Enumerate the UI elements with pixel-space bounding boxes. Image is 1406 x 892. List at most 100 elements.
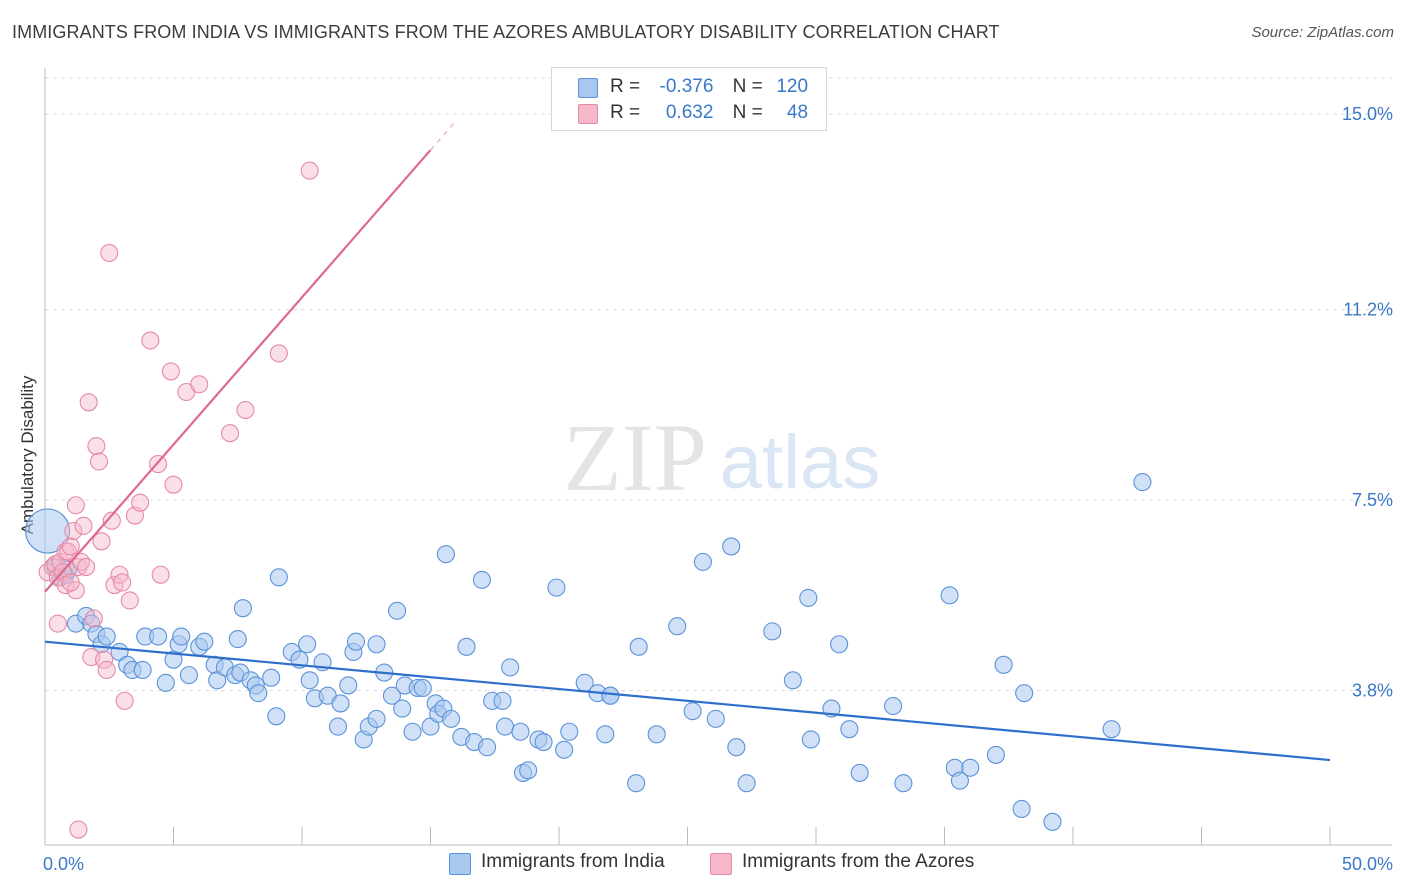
india-point bbox=[388, 601, 407, 620]
india-point bbox=[269, 568, 288, 587]
grid-lines bbox=[45, 77, 1392, 692]
india-point bbox=[442, 709, 461, 728]
azores-point bbox=[151, 565, 170, 584]
azores-series-points bbox=[38, 161, 319, 839]
azores-point bbox=[164, 475, 183, 494]
azores-point bbox=[220, 424, 240, 443]
india-point bbox=[1015, 684, 1034, 703]
axes bbox=[44, 68, 1392, 846]
azores-point bbox=[190, 375, 209, 394]
bottom-legend-label-azores: Immigrants from the Azores bbox=[742, 851, 975, 872]
india-point bbox=[172, 627, 191, 646]
azores-point bbox=[141, 331, 160, 350]
india-point bbox=[850, 763, 869, 782]
india-point bbox=[346, 632, 366, 651]
azores-point bbox=[59, 542, 78, 561]
india-point bbox=[706, 709, 725, 728]
india-point bbox=[511, 722, 530, 741]
india-point bbox=[195, 632, 214, 651]
india-point bbox=[1102, 720, 1121, 739]
watermark-atlas: atlas bbox=[720, 420, 881, 505]
india-trend-line bbox=[44, 640, 1331, 762]
azores-point bbox=[69, 557, 88, 577]
india-point bbox=[298, 635, 317, 654]
india-point bbox=[1012, 799, 1031, 819]
azores-point bbox=[269, 344, 288, 363]
india-point bbox=[331, 694, 350, 713]
india-point bbox=[601, 686, 620, 705]
india-point bbox=[801, 730, 820, 749]
azores-point bbox=[97, 660, 116, 680]
india-point bbox=[668, 617, 687, 636]
azores-point bbox=[89, 452, 109, 471]
india-point bbox=[367, 709, 386, 728]
legend-r-label: R = bbox=[610, 102, 641, 123]
india-point bbox=[493, 691, 512, 710]
india-point bbox=[647, 725, 666, 744]
azores-point bbox=[61, 537, 80, 556]
azores-point bbox=[102, 511, 121, 530]
bottom-legend-label-india: Immigrants from India bbox=[481, 851, 665, 872]
trend-lines bbox=[44, 120, 1331, 762]
azores-point bbox=[61, 573, 80, 592]
india-point bbox=[799, 588, 818, 607]
india-point bbox=[1043, 812, 1062, 831]
legend-r-azores: 0.632 bbox=[665, 102, 714, 123]
y-tick-label: 11.2% bbox=[1343, 300, 1393, 320]
india-point bbox=[596, 725, 615, 744]
india-point bbox=[830, 635, 849, 654]
india-point bbox=[737, 774, 756, 793]
india-series-points bbox=[25, 473, 1152, 831]
india-point bbox=[457, 637, 476, 656]
y-tick-label: 3.8% bbox=[1352, 681, 1393, 701]
azores-trend-line bbox=[44, 149, 432, 593]
india-point bbox=[534, 732, 553, 752]
legend-n-label: N = bbox=[732, 76, 763, 97]
azores-point bbox=[131, 493, 150, 512]
india-point bbox=[555, 740, 574, 759]
india-point bbox=[519, 761, 538, 780]
azores-point bbox=[120, 591, 139, 610]
legend-r-india: -0.376 bbox=[659, 76, 714, 97]
india-point bbox=[328, 717, 348, 736]
chart-title: IMMIGRANTS FROM INDIA VS IMMIGRANTS FROM… bbox=[12, 22, 1000, 42]
india-point bbox=[249, 684, 268, 703]
legend-n-azores: 48 bbox=[786, 102, 809, 123]
india-point bbox=[722, 537, 741, 556]
india-point bbox=[727, 738, 746, 757]
india-point bbox=[629, 637, 648, 656]
source-label: Source: ZipAtlas.com bbox=[1251, 24, 1394, 41]
legend-swatch-india bbox=[578, 78, 598, 98]
azores-point bbox=[79, 393, 98, 412]
india-point bbox=[156, 673, 175, 692]
azores-point bbox=[56, 575, 75, 595]
azores-trend-extension bbox=[429, 120, 457, 151]
india-point bbox=[627, 774, 646, 793]
india-point bbox=[961, 758, 980, 777]
india-point bbox=[413, 678, 432, 698]
azores-point bbox=[161, 362, 180, 381]
azores-point bbox=[236, 400, 255, 420]
india-point bbox=[763, 622, 782, 641]
azores-point bbox=[300, 161, 319, 180]
legend-n-label: N = bbox=[732, 102, 763, 123]
india-point bbox=[367, 635, 386, 654]
india-point bbox=[149, 627, 168, 646]
india-point bbox=[300, 671, 319, 690]
india-point bbox=[267, 707, 286, 726]
india-point bbox=[133, 660, 152, 680]
legend-r-label: R = bbox=[610, 76, 641, 97]
azores-point bbox=[66, 496, 85, 515]
india-point bbox=[547, 578, 566, 597]
x-tick-label: 0.0% bbox=[43, 854, 84, 874]
y-tick-label: 7.5% bbox=[1352, 490, 1393, 510]
india-point bbox=[940, 586, 959, 605]
india-point bbox=[501, 658, 520, 677]
india-point bbox=[783, 671, 802, 690]
india-point bbox=[97, 627, 116, 646]
azores-point bbox=[113, 573, 132, 592]
india-point bbox=[477, 738, 497, 757]
tick-labels: 3.8% 7.5% 11.2% 15.0% 0.0% 50.0% bbox=[43, 104, 1393, 874]
india-point bbox=[262, 668, 281, 687]
